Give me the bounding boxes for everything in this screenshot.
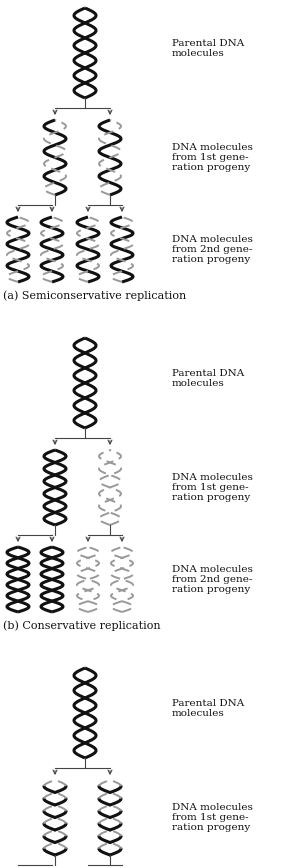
Text: Parental DNA
molecules: Parental DNA molecules	[172, 699, 244, 718]
Text: Parental DNA
molecules: Parental DNA molecules	[172, 39, 244, 58]
Text: DNA molecules
from 2nd gene-
ration progeny: DNA molecules from 2nd gene- ration prog…	[172, 564, 253, 595]
Text: (b) Conservative replication: (b) Conservative replication	[3, 620, 161, 630]
Text: DNA molecules
from 1st gene-
ration progeny: DNA molecules from 1st gene- ration prog…	[172, 472, 253, 503]
Text: Parental DNA
molecules: Parental DNA molecules	[172, 369, 244, 388]
Text: (a) Semiconservative replication: (a) Semiconservative replication	[3, 290, 186, 300]
Text: DNA molecules
from 1st gene-
ration progeny: DNA molecules from 1st gene- ration prog…	[172, 803, 253, 832]
Text: DNA molecules
from 1st gene-
ration progeny: DNA molecules from 1st gene- ration prog…	[172, 142, 253, 173]
Text: DNA molecules
from 2nd gene-
ration progeny: DNA molecules from 2nd gene- ration prog…	[172, 234, 253, 265]
